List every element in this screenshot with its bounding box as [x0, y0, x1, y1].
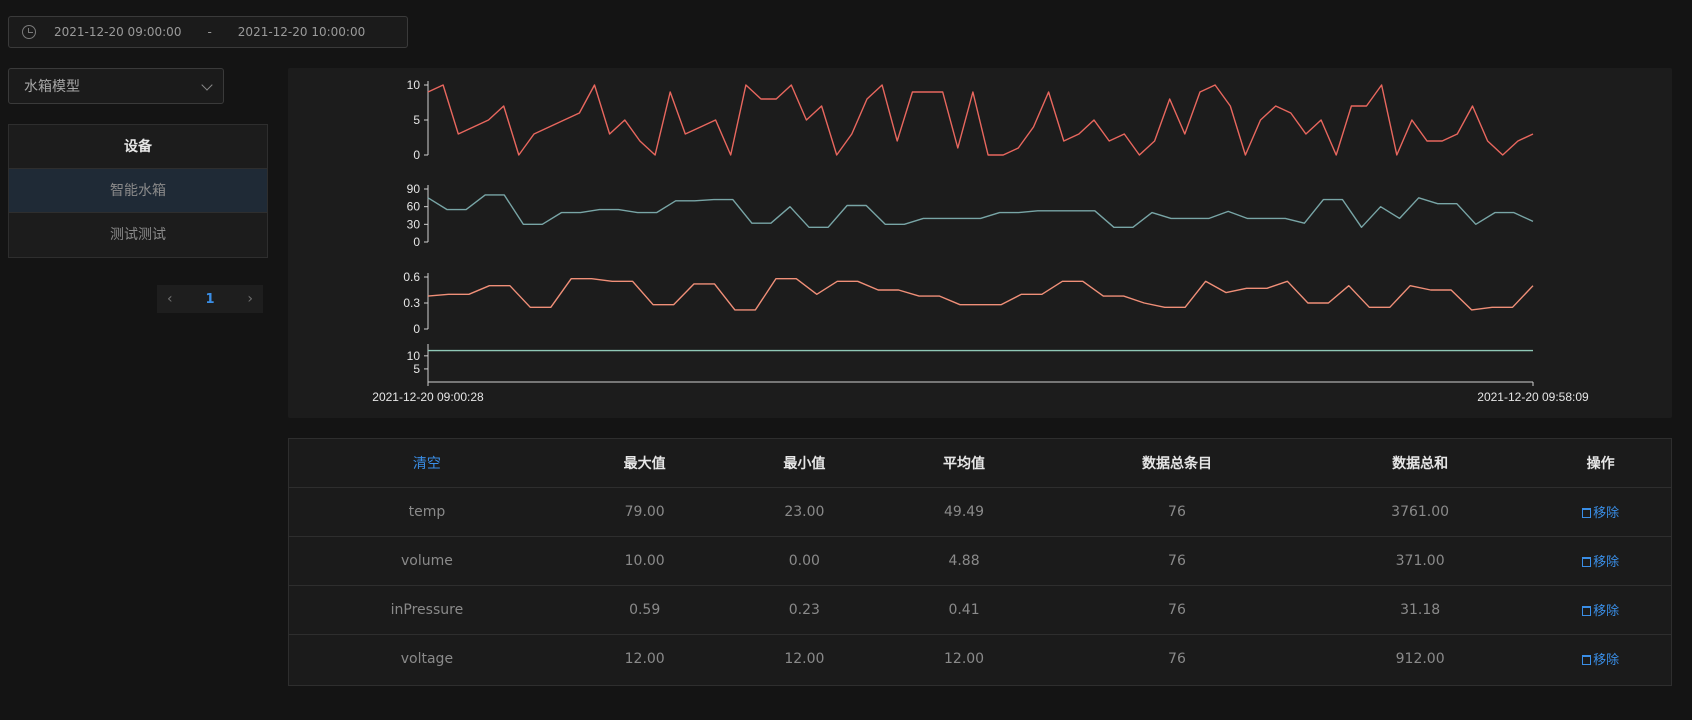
y-tick-label-temp: 10 — [407, 78, 421, 92]
pagination: ‹ 1 › — [157, 285, 263, 313]
remove-label: 移除 — [1593, 555, 1620, 570]
cell-name: inPressure — [289, 585, 565, 635]
remove-button[interactable]: 移除 — [1530, 487, 1671, 537]
column-header-min: 最小值 — [724, 439, 885, 488]
cell-max: 10.00 — [564, 536, 725, 586]
cell-count: 76 — [1168, 650, 1186, 667]
cell-max: 0.59 — [564, 585, 725, 635]
x-tick-label-end: 2021-12-20 09:58:09 — [1477, 390, 1589, 404]
series-line-temp — [427, 84, 1534, 156]
range-start-input[interactable]: 2021-12-20 09:00:00 — [54, 25, 182, 39]
cell-count: 76 — [1043, 585, 1311, 635]
table-row: volume 10.00 0.00 4.88 76 371.00 移除 — [289, 536, 1671, 586]
remove-button[interactable]: 移除 — [1530, 634, 1671, 683]
remove-label: 移除 — [1593, 604, 1620, 619]
cell-name: temp — [289, 487, 565, 537]
cell-name: voltage — [400, 650, 454, 667]
column-header-avg: 平均值 — [884, 439, 1044, 488]
model-select[interactable]: 水箱模型 — [8, 68, 224, 104]
cell-sum: 371.00 — [1310, 536, 1531, 586]
next-page-icon[interactable]: › — [247, 291, 253, 307]
series-line-inPressure — [427, 277, 1534, 311]
clear-button[interactable]: 清空 — [289, 439, 565, 488]
cell-avg: 4.88 — [884, 536, 1044, 586]
cell-count: 76 — [1043, 536, 1311, 586]
stats-panel: 清空 最大值 最小值 平均值 数据总条目 数据总和 操作 temp 79.00 … — [288, 438, 1672, 686]
cell-sum: 31.18 — [1310, 585, 1531, 635]
table-row: temp 79.00 23.00 49.49 76 3761.00 移除 — [289, 487, 1671, 537]
date-range-picker[interactable]: 2021-12-20 09:00:00 - 2021-12-20 10:00:0… — [8, 16, 408, 48]
y-tick-label-inPressure: 0 — [413, 322, 420, 336]
cell-name: volume — [289, 536, 565, 586]
chart-panel: 10 5 0 90 60 30 0 0.6 0.3 0 10 5 2021-12-20 09:00:28… — [288, 68, 1672, 418]
cell-min: 12.00 — [784, 650, 825, 667]
page-number[interactable]: 1 — [205, 291, 215, 307]
series-line-volume — [427, 194, 1534, 229]
cell-avg: 12.00 — [944, 650, 985, 667]
remove-button[interactable]: 移除 — [1530, 536, 1671, 586]
table-row: voltage 12.00 12.00 12.00 76 912.00 移除 — [289, 634, 1671, 683]
device-table: 设备 智能水箱 测试测试 — [8, 124, 268, 258]
cell-min: 0.00 — [724, 536, 885, 586]
prev-page-icon[interactable]: ‹ — [167, 291, 173, 307]
range-end-input[interactable]: 2021-12-20 10:00:00 — [237, 25, 366, 39]
device-row[interactable]: 测试测试 — [110, 227, 166, 243]
clock-icon — [22, 25, 36, 39]
cell-avg: 0.41 — [884, 585, 1044, 635]
y-tick-label-volume: 90 — [407, 182, 421, 196]
chevron-down-icon — [201, 79, 213, 91]
y-tick-label-volume: 30 — [407, 217, 421, 231]
y-tick-label-inPressure: 0.3 — [403, 296, 420, 310]
cell-avg: 49.49 — [884, 487, 1044, 537]
model-select-value: 水箱模型 — [24, 79, 80, 95]
cell-sum: 912.00 — [1395, 650, 1445, 667]
y-tick-label-temp: 5 — [413, 113, 420, 127]
cell-count: 76 — [1043, 487, 1311, 537]
cell-sum: 3761.00 — [1310, 487, 1531, 537]
trash-icon — [1582, 606, 1592, 616]
trash-icon — [1582, 655, 1592, 666]
range-separator: - — [207, 25, 212, 39]
cell-max: 12.00 — [624, 650, 665, 667]
y-tick-label-inPressure: 0.6 — [403, 270, 420, 284]
device-table-header: 设备 — [9, 125, 267, 169]
remove-button[interactable]: 移除 — [1530, 585, 1671, 635]
y-tick-label-temp: 0 — [413, 148, 420, 162]
column-header-count: 数据总条目 — [1043, 439, 1311, 488]
column-header-max: 最大值 — [564, 439, 725, 488]
cell-max: 79.00 — [564, 487, 725, 537]
trash-icon — [1582, 508, 1592, 518]
cell-min: 0.23 — [724, 585, 885, 635]
table-row: inPressure 0.59 0.23 0.41 76 31.18 移除 — [289, 585, 1671, 635]
x-tick-label-start: 2021-12-20 09:00:28 — [372, 390, 484, 404]
y-tick-label-voltage: 5 — [413, 362, 420, 376]
stats-header-row: 清空 最大值 最小值 平均值 数据总条目 数据总和 操作 — [289, 439, 1671, 488]
y-tick-label-voltage: 10 — [407, 349, 421, 363]
cell-min: 23.00 — [724, 487, 885, 537]
y-tick-label-volume: 0 — [413, 235, 420, 249]
y-tick-label-volume: 60 — [407, 200, 421, 214]
trash-icon — [1582, 557, 1592, 567]
remove-label: 移除 — [1593, 506, 1620, 521]
remove-label: 移除 — [1593, 653, 1620, 669]
device-row[interactable]: 智能水箱 — [9, 169, 267, 213]
stats-table: 清空 最大值 最小值 平均值 数据总条目 数据总和 操作 temp 79.00 … — [289, 439, 1671, 683]
column-header-sum: 数据总和 — [1310, 439, 1531, 488]
column-header-action: 操作 — [1530, 439, 1671, 488]
